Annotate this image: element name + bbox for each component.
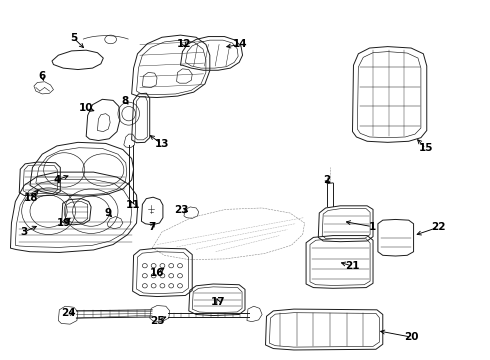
- Text: 6: 6: [39, 71, 46, 81]
- Text: 4: 4: [53, 175, 61, 185]
- Text: 12: 12: [177, 39, 191, 49]
- Text: 2: 2: [323, 175, 331, 185]
- Text: 10: 10: [79, 103, 94, 113]
- Text: 23: 23: [174, 206, 189, 216]
- Text: 5: 5: [71, 33, 77, 43]
- Text: 25: 25: [150, 316, 164, 325]
- Text: 9: 9: [105, 208, 112, 218]
- Text: 21: 21: [345, 261, 360, 271]
- Text: 7: 7: [148, 222, 156, 231]
- Text: 16: 16: [150, 268, 164, 278]
- Text: 18: 18: [24, 193, 38, 203]
- Text: 19: 19: [57, 218, 72, 228]
- Text: 13: 13: [155, 139, 169, 149]
- Text: 14: 14: [233, 40, 247, 49]
- Text: 1: 1: [368, 222, 376, 231]
- Text: 15: 15: [418, 143, 433, 153]
- Text: 22: 22: [431, 222, 445, 232]
- Text: 11: 11: [125, 200, 140, 210]
- Text: 17: 17: [211, 297, 225, 307]
- Text: 3: 3: [21, 227, 28, 237]
- Text: 24: 24: [61, 309, 75, 318]
- Text: 20: 20: [404, 332, 418, 342]
- Text: 8: 8: [122, 96, 129, 106]
